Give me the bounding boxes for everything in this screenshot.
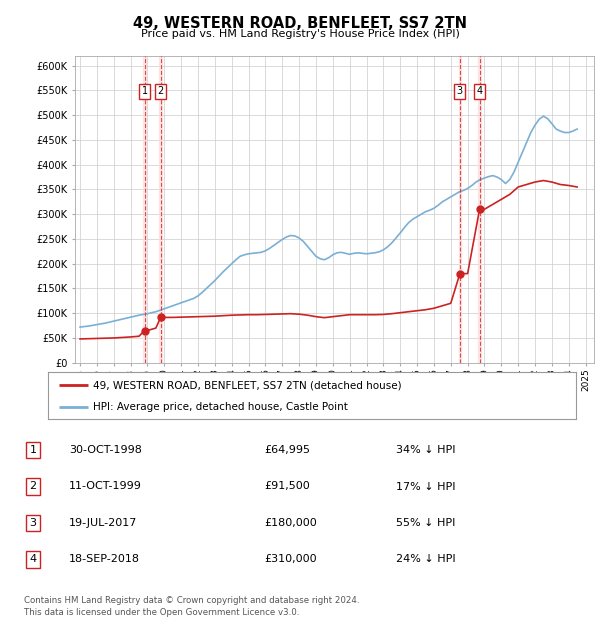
Bar	[458, 56, 461, 363]
Text: 1: 1	[142, 86, 148, 96]
Bar	[160, 56, 162, 363]
Bar	[143, 56, 146, 363]
Text: £180,000: £180,000	[264, 518, 317, 528]
Text: £310,000: £310,000	[264, 554, 317, 564]
Text: 4: 4	[476, 86, 482, 96]
Text: 3: 3	[29, 518, 37, 528]
Text: £91,500: £91,500	[264, 482, 310, 492]
Text: 19-JUL-2017: 19-JUL-2017	[69, 518, 137, 528]
Text: 2: 2	[157, 86, 164, 96]
Text: 34% ↓ HPI: 34% ↓ HPI	[396, 445, 455, 455]
Text: 11-OCT-1999: 11-OCT-1999	[69, 482, 142, 492]
Text: 4: 4	[29, 554, 37, 564]
Text: 49, WESTERN ROAD, BENFLEET, SS7 2TN (detached house): 49, WESTERN ROAD, BENFLEET, SS7 2TN (det…	[93, 380, 401, 390]
Text: 49, WESTERN ROAD, BENFLEET, SS7 2TN: 49, WESTERN ROAD, BENFLEET, SS7 2TN	[133, 16, 467, 31]
Text: 30-OCT-1998: 30-OCT-1998	[69, 445, 142, 455]
Text: 55% ↓ HPI: 55% ↓ HPI	[396, 518, 455, 528]
Text: £64,995: £64,995	[264, 445, 310, 455]
Text: 3: 3	[457, 86, 463, 96]
Text: 1: 1	[29, 445, 37, 455]
Bar	[478, 56, 481, 363]
Text: HPI: Average price, detached house, Castle Point: HPI: Average price, detached house, Cast…	[93, 402, 348, 412]
Text: Price paid vs. HM Land Registry's House Price Index (HPI): Price paid vs. HM Land Registry's House …	[140, 29, 460, 39]
Text: Contains HM Land Registry data © Crown copyright and database right 2024.
This d: Contains HM Land Registry data © Crown c…	[24, 596, 359, 617]
Text: 18-SEP-2018: 18-SEP-2018	[69, 554, 140, 564]
Text: 2: 2	[29, 482, 37, 492]
Text: 17% ↓ HPI: 17% ↓ HPI	[396, 482, 455, 492]
Text: 24% ↓ HPI: 24% ↓ HPI	[396, 554, 455, 564]
